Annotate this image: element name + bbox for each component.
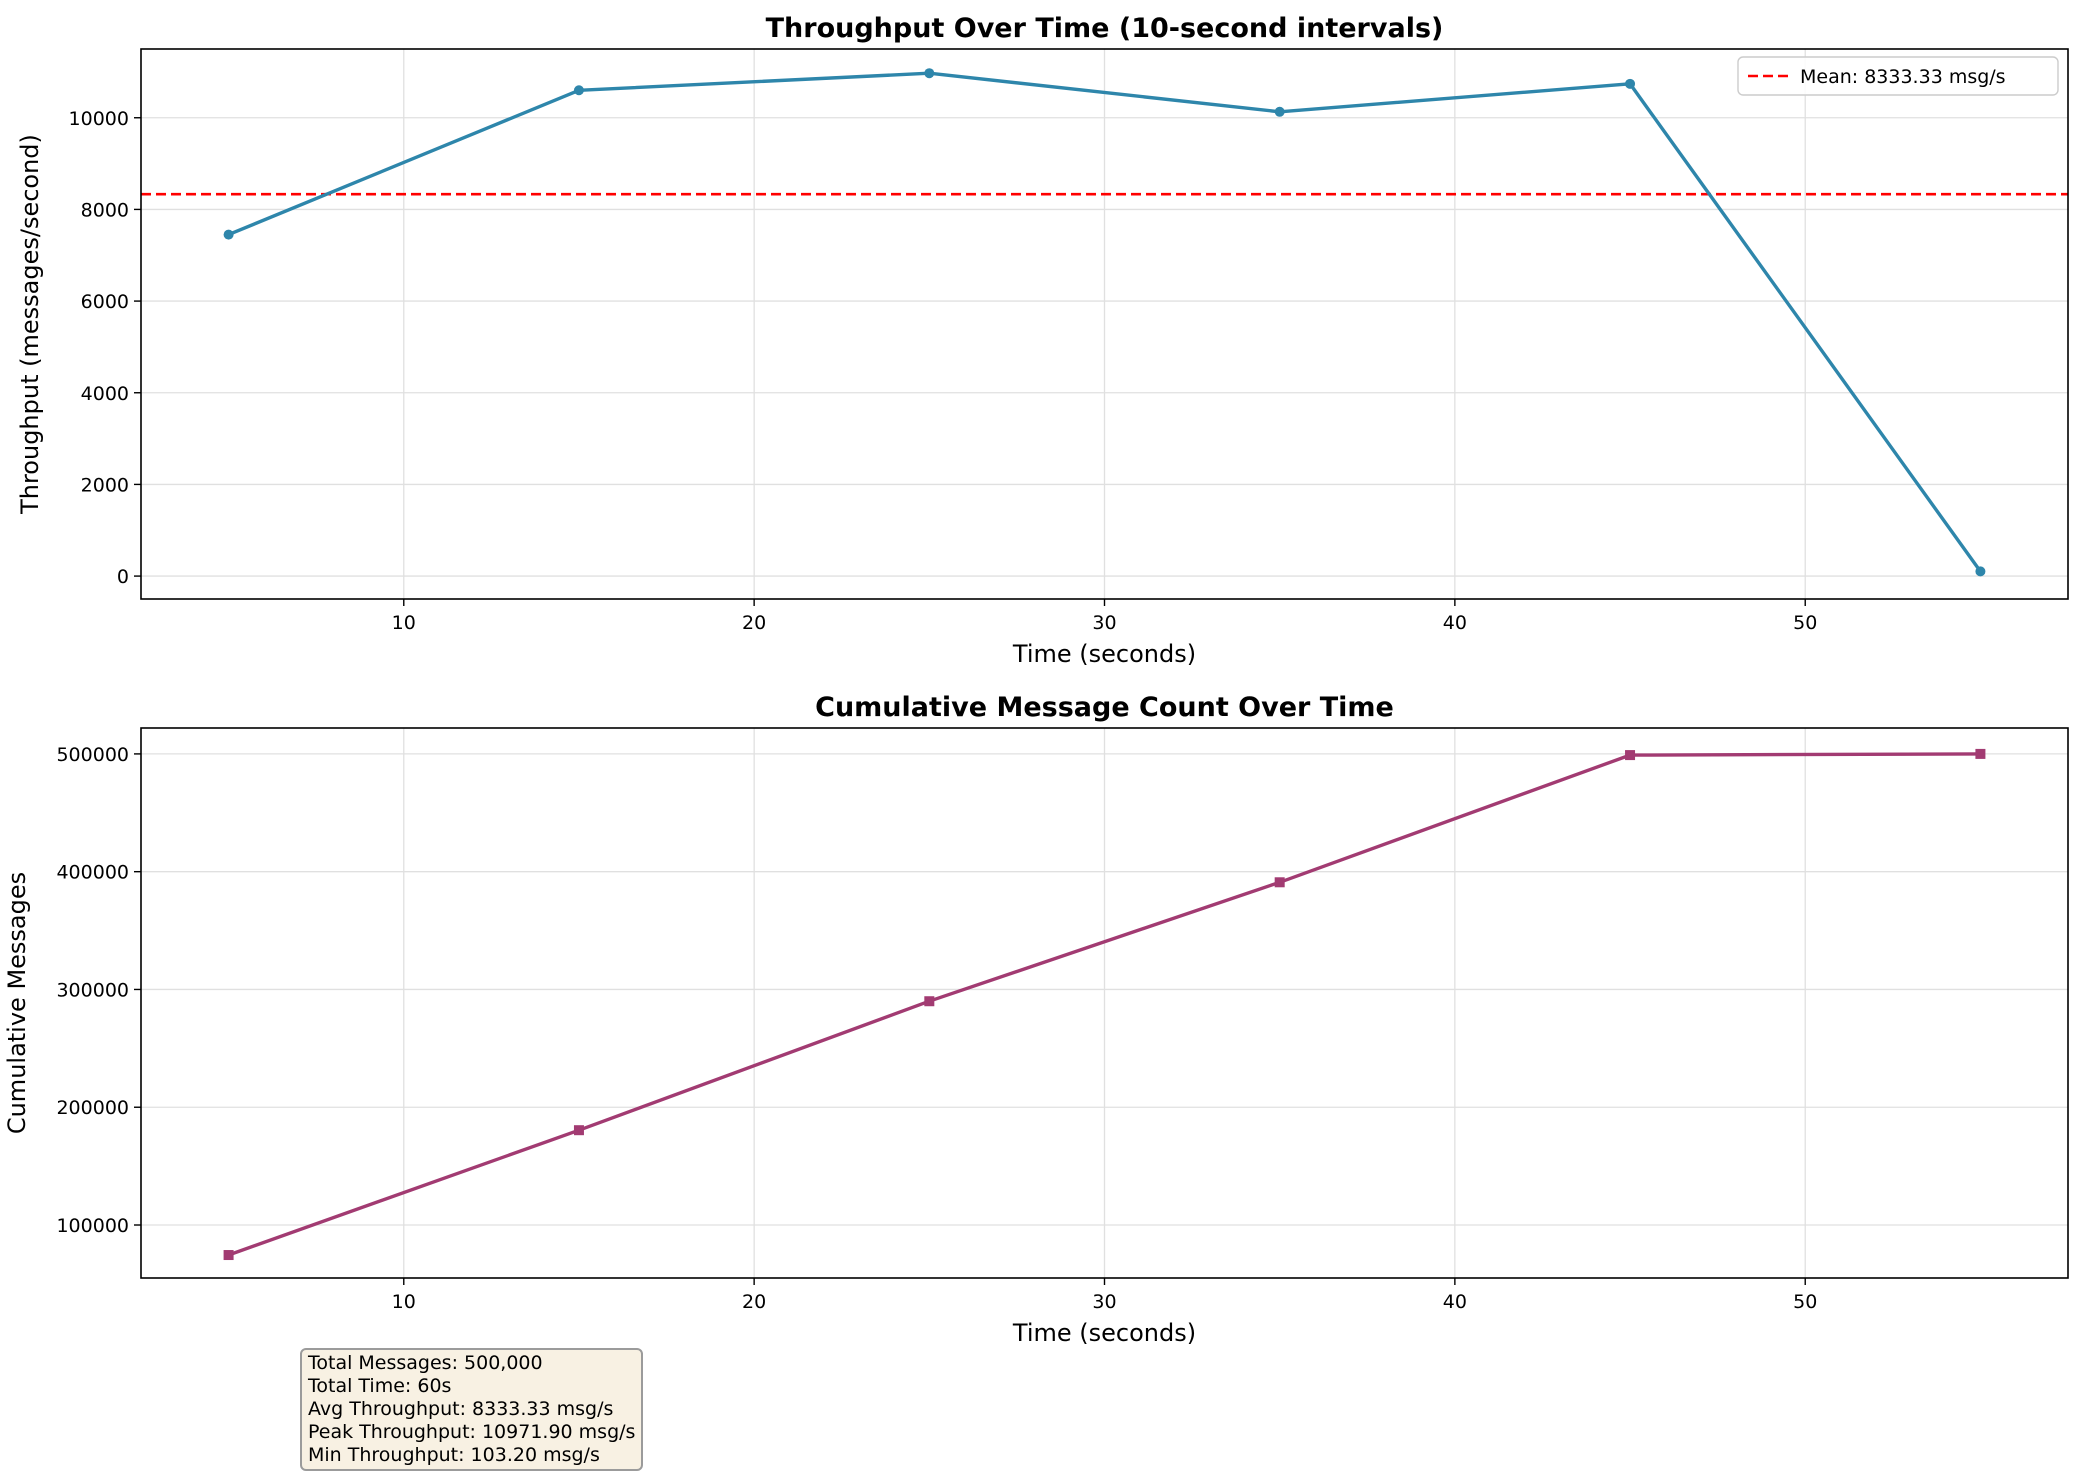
chart1-data-point — [1274, 106, 1285, 117]
chart1-data-point — [1975, 566, 1986, 577]
chart2-y-tick-label: 200000 — [56, 1097, 129, 1119]
chart1-y-tick-label: 8000 — [81, 199, 129, 221]
chart2-series-line — [228, 752, 1981, 1257]
chart2-y-tick-label: 300000 — [56, 979, 129, 1001]
chart1-y-tick-label: 6000 — [81, 291, 129, 313]
stats-summary-box: Total Messages: 500,000 Total Time: 60s … — [300, 1348, 644, 1471]
chart1-title: Throughput Over Time (10-second interval… — [766, 13, 1444, 44]
chart1-x-tick-label: 10 — [392, 612, 416, 634]
chart1-y-axis-label: Throughput (messages/second) — [16, 134, 44, 515]
chart2-data-point — [1274, 877, 1285, 888]
chart1-x-tick-label: 40 — [1443, 612, 1467, 634]
chart1-y-tick-label: 2000 — [81, 474, 129, 496]
chart2-x-tick-label: 10 — [392, 1291, 416, 1313]
chart2-y-tick-label: 400000 — [56, 862, 129, 884]
stat-total-messages: Total Messages: 500,000 — [308, 1352, 543, 1374]
chart1-y-tick-label: 0 — [117, 566, 129, 588]
chart2-data-point — [1625, 750, 1636, 761]
chart1-legend-label: Mean: 8333.33 msg/s — [1800, 66, 2006, 88]
chart2-title: Cumulative Message Count Over Time — [815, 692, 1394, 723]
chart1-data-point — [924, 68, 935, 79]
chart1-data-point — [573, 85, 584, 96]
chart1-x-axis-label: Time (seconds) — [1012, 640, 1196, 668]
chart1-x-tick-label: 30 — [1092, 612, 1116, 634]
stat-avg-throughput: Avg Throughput: 8333.33 msg/s — [308, 1398, 614, 1420]
chart2-data-point — [924, 996, 935, 1007]
chart2-y-axis-label: Cumulative Messages — [3, 872, 31, 1134]
chart1-data-point — [1625, 78, 1636, 89]
chart2-x-tick-label: 50 — [1793, 1291, 1817, 1313]
chart2-x-tick-label: 30 — [1092, 1291, 1116, 1313]
chart2-x-axis-label: Time (seconds) — [1012, 1319, 1196, 1347]
chart1-x-tick-label: 50 — [1793, 612, 1817, 634]
stat-total-time: Total Time: 60s — [308, 1375, 452, 1397]
chart2-x-tick-label: 20 — [742, 1291, 766, 1313]
chart2-y-tick-label: 500000 — [56, 744, 129, 766]
chart2-data-point — [223, 1250, 234, 1261]
chart1-x-tick-label: 20 — [742, 612, 766, 634]
chart2-data-point — [1975, 748, 1986, 759]
chart1-data-point — [223, 229, 234, 240]
chart2-data-point — [573, 1125, 584, 1136]
chart2-x-tick-label: 40 — [1443, 1291, 1467, 1313]
chart1-y-tick-label: 4000 — [81, 383, 129, 405]
chart1-legend-box — [1737, 56, 2059, 96]
chart1-series-line — [227, 71, 1982, 573]
chart2-y-tick-label: 100000 — [56, 1215, 129, 1237]
chart1-y-tick-label: 10000 — [69, 108, 129, 130]
stat-peak-throughput: Peak Throughput: 10971.90 msg/s — [308, 1421, 636, 1443]
stat-min-throughput: Min Throughput: 103.20 msg/s — [308, 1444, 600, 1466]
